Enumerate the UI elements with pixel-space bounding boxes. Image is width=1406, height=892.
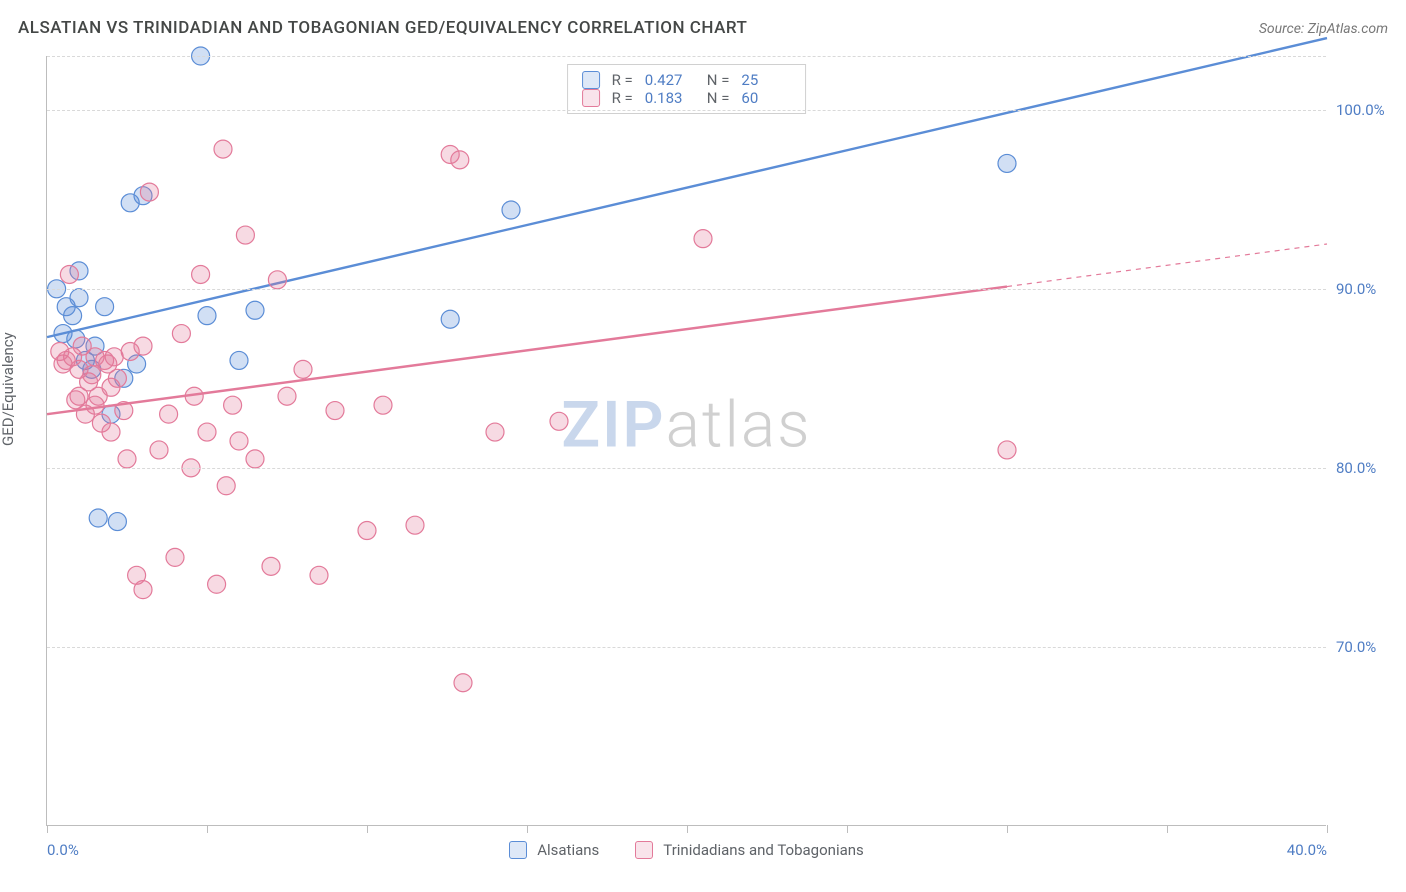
data-point [105,348,123,366]
stats-r-label: R = [612,89,633,107]
data-point [230,432,248,450]
data-point [208,575,226,593]
data-point [86,348,104,366]
stats-r-value: 0.183 [645,89,695,107]
data-point [486,423,504,441]
y-tick-label: 80.0% [1336,459,1406,477]
data-point [140,183,158,201]
data-point [441,310,459,328]
data-point [198,307,216,325]
data-point [246,450,264,468]
data-point [454,674,472,692]
regression-line-dashed [1007,244,1327,287]
stats-n-value: 60 [741,89,791,107]
data-point [998,441,1016,459]
gridline-h [47,647,1326,648]
data-point [998,154,1016,172]
data-point [230,351,248,369]
data-point [246,301,264,319]
gridline-h [47,289,1326,290]
y-axis-label: GED/Equivalency [0,332,17,446]
data-point [134,581,152,599]
x-tick [207,825,208,833]
bottom-legend: Alsatians Trinidadians and Tobagonians [47,841,1326,859]
x-tick [1167,825,1168,833]
legend-label: Trinidadians and Tobagonians [663,841,863,859]
data-point [150,441,168,459]
y-tick-label: 70.0% [1336,638,1406,656]
chart-plot-area: ZIPatlas R =0.427N =25R =0.183N =60 Alsa… [46,56,1326,826]
legend-swatch [582,71,600,89]
data-point [262,557,280,575]
x-tick [687,825,688,833]
data-point [224,396,242,414]
data-point [294,360,312,378]
data-point [550,412,568,430]
data-point [64,307,82,325]
x-tick [367,825,368,833]
data-point [118,450,136,468]
gridline-h [47,468,1326,469]
data-point [214,140,232,158]
data-point [134,337,152,355]
gridline-h [47,110,1326,111]
x-tick [1327,825,1328,833]
legend-item: Alsatians [509,841,599,859]
data-point [83,366,101,384]
legend-swatch [635,841,653,859]
x-tick-label: 0.0% [47,841,79,859]
stats-legend-box: R = 0.427 N = 25 R = 0.183 N = 60 [567,64,807,114]
data-point [166,548,184,566]
stats-row: R = 0.427 N = 25 [582,71,792,89]
stats-r-value: 0.427 [645,71,695,89]
data-point [160,405,178,423]
x-tick [847,825,848,833]
data-point [278,387,296,405]
scatter-svg [47,56,1326,825]
data-point [502,201,520,219]
data-point [108,513,126,531]
legend-label: Alsatians [537,841,599,859]
x-tick [527,825,528,833]
data-point [96,298,114,316]
regression-line [47,287,1007,415]
stats-n-label: N = [707,89,730,107]
stats-row: R = 0.183 N = 60 [582,89,792,107]
legend-swatch [582,89,600,107]
data-point [217,477,235,495]
chart-title: ALSATIAN VS TRINIDADIAN AND TOBAGONIAN G… [18,18,747,38]
data-point [236,226,254,244]
legend-item: Trinidadians and Tobagonians [635,841,863,859]
data-point [70,289,88,307]
data-point [358,522,376,540]
data-point [102,423,120,441]
stats-n-value: 25 [741,71,791,89]
data-point [172,325,190,343]
x-tick-label: 40.0% [1287,841,1327,859]
x-tick [1007,825,1008,833]
source-attribution: Source: ZipAtlas.com [1259,21,1388,37]
stats-r-label: R = [612,71,633,89]
data-point [268,271,286,289]
data-point [406,516,424,534]
data-point [192,265,210,283]
gridline-h [47,56,1326,57]
legend-swatch [509,841,527,859]
y-tick-label: 90.0% [1336,280,1406,298]
data-point [198,423,216,441]
data-point [326,402,344,420]
data-point [694,230,712,248]
data-point [374,396,392,414]
data-point [67,391,85,409]
data-point [60,265,78,283]
data-point [89,509,107,527]
x-tick [47,825,48,833]
y-tick-label: 100.0% [1336,101,1406,119]
stats-n-label: N = [707,71,730,89]
data-point [310,566,328,584]
data-point [451,151,469,169]
